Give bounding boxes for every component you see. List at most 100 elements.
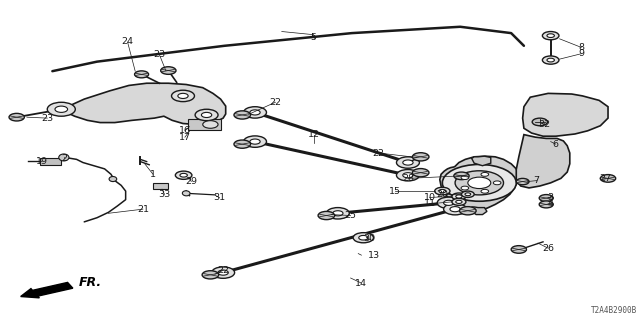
Circle shape (437, 197, 460, 209)
Text: 3: 3 (548, 193, 554, 202)
Text: 11: 11 (424, 199, 436, 208)
Circle shape (461, 186, 468, 190)
Polygon shape (516, 135, 570, 188)
Circle shape (9, 113, 24, 121)
Text: 27: 27 (600, 174, 611, 183)
Circle shape (542, 32, 559, 40)
Circle shape (452, 198, 466, 205)
Text: 29: 29 (186, 177, 197, 186)
Circle shape (212, 267, 235, 278)
Circle shape (439, 189, 446, 193)
Text: 6: 6 (553, 140, 559, 148)
Text: T2A4B2900B: T2A4B2900B (591, 307, 637, 316)
Text: 9: 9 (579, 49, 584, 58)
Circle shape (175, 171, 192, 179)
Circle shape (540, 201, 553, 208)
Polygon shape (61, 83, 226, 124)
FancyBboxPatch shape (40, 158, 61, 165)
Text: 23: 23 (41, 114, 53, 123)
Circle shape (403, 173, 413, 178)
Circle shape (547, 58, 554, 62)
Circle shape (333, 211, 343, 216)
Text: 22: 22 (217, 266, 229, 275)
Text: 2: 2 (61, 154, 67, 163)
Text: 15: 15 (389, 187, 401, 196)
Circle shape (244, 136, 266, 147)
Text: 24: 24 (122, 37, 134, 46)
Polygon shape (472, 207, 487, 215)
Circle shape (47, 102, 76, 116)
Text: 8: 8 (579, 43, 584, 52)
Text: 5: 5 (310, 33, 317, 42)
Circle shape (178, 93, 188, 99)
Text: 22: 22 (372, 148, 385, 157)
Circle shape (516, 178, 529, 185)
Polygon shape (472, 156, 491, 166)
Text: 13: 13 (368, 251, 380, 260)
Circle shape (250, 139, 260, 144)
Text: 7: 7 (534, 176, 540, 185)
Text: 17: 17 (179, 133, 191, 142)
Circle shape (218, 270, 228, 275)
Circle shape (359, 236, 368, 240)
Circle shape (353, 233, 374, 243)
Text: 21: 21 (137, 205, 149, 214)
Circle shape (456, 200, 462, 204)
Circle shape (460, 207, 476, 215)
Circle shape (203, 121, 218, 128)
Text: 4: 4 (548, 199, 554, 208)
Circle shape (318, 212, 335, 220)
Circle shape (55, 106, 68, 112)
FancyBboxPatch shape (153, 183, 168, 189)
Circle shape (412, 169, 429, 177)
Circle shape (180, 173, 188, 177)
Circle shape (456, 195, 462, 198)
Text: FR.: FR. (79, 276, 102, 289)
Text: 28: 28 (402, 174, 414, 183)
Circle shape (326, 208, 349, 219)
Circle shape (435, 187, 450, 195)
Circle shape (450, 207, 460, 212)
Circle shape (444, 204, 467, 215)
Text: 19: 19 (36, 157, 48, 166)
Polygon shape (440, 156, 519, 211)
Ellipse shape (59, 154, 69, 161)
Text: 16: 16 (179, 126, 191, 135)
Circle shape (455, 171, 504, 195)
Circle shape (542, 56, 559, 64)
Text: 12: 12 (308, 130, 319, 139)
Text: 33: 33 (158, 190, 171, 199)
Circle shape (396, 157, 419, 168)
Circle shape (452, 193, 466, 200)
Circle shape (511, 246, 527, 253)
Circle shape (412, 153, 429, 161)
Circle shape (234, 140, 250, 148)
Text: 32: 32 (538, 120, 550, 129)
Circle shape (465, 193, 470, 196)
Polygon shape (523, 93, 608, 136)
Circle shape (195, 109, 218, 121)
Circle shape (134, 71, 148, 78)
Text: 20: 20 (436, 190, 449, 199)
Circle shape (250, 110, 260, 115)
Circle shape (403, 160, 413, 165)
Circle shape (234, 111, 250, 119)
Circle shape (493, 181, 501, 185)
Circle shape (468, 177, 491, 188)
Circle shape (244, 107, 266, 118)
Ellipse shape (109, 177, 116, 181)
Circle shape (202, 271, 219, 279)
Circle shape (547, 34, 554, 37)
Text: 1: 1 (150, 170, 156, 179)
Circle shape (202, 112, 212, 117)
Text: 10: 10 (424, 193, 436, 202)
Text: 30: 30 (364, 234, 376, 243)
Circle shape (454, 172, 469, 180)
Circle shape (444, 200, 454, 205)
Circle shape (172, 90, 195, 102)
Circle shape (461, 191, 474, 197)
Text: 26: 26 (542, 244, 554, 253)
Circle shape (481, 172, 489, 176)
Text: 31: 31 (213, 193, 225, 202)
FancyBboxPatch shape (188, 119, 221, 130)
